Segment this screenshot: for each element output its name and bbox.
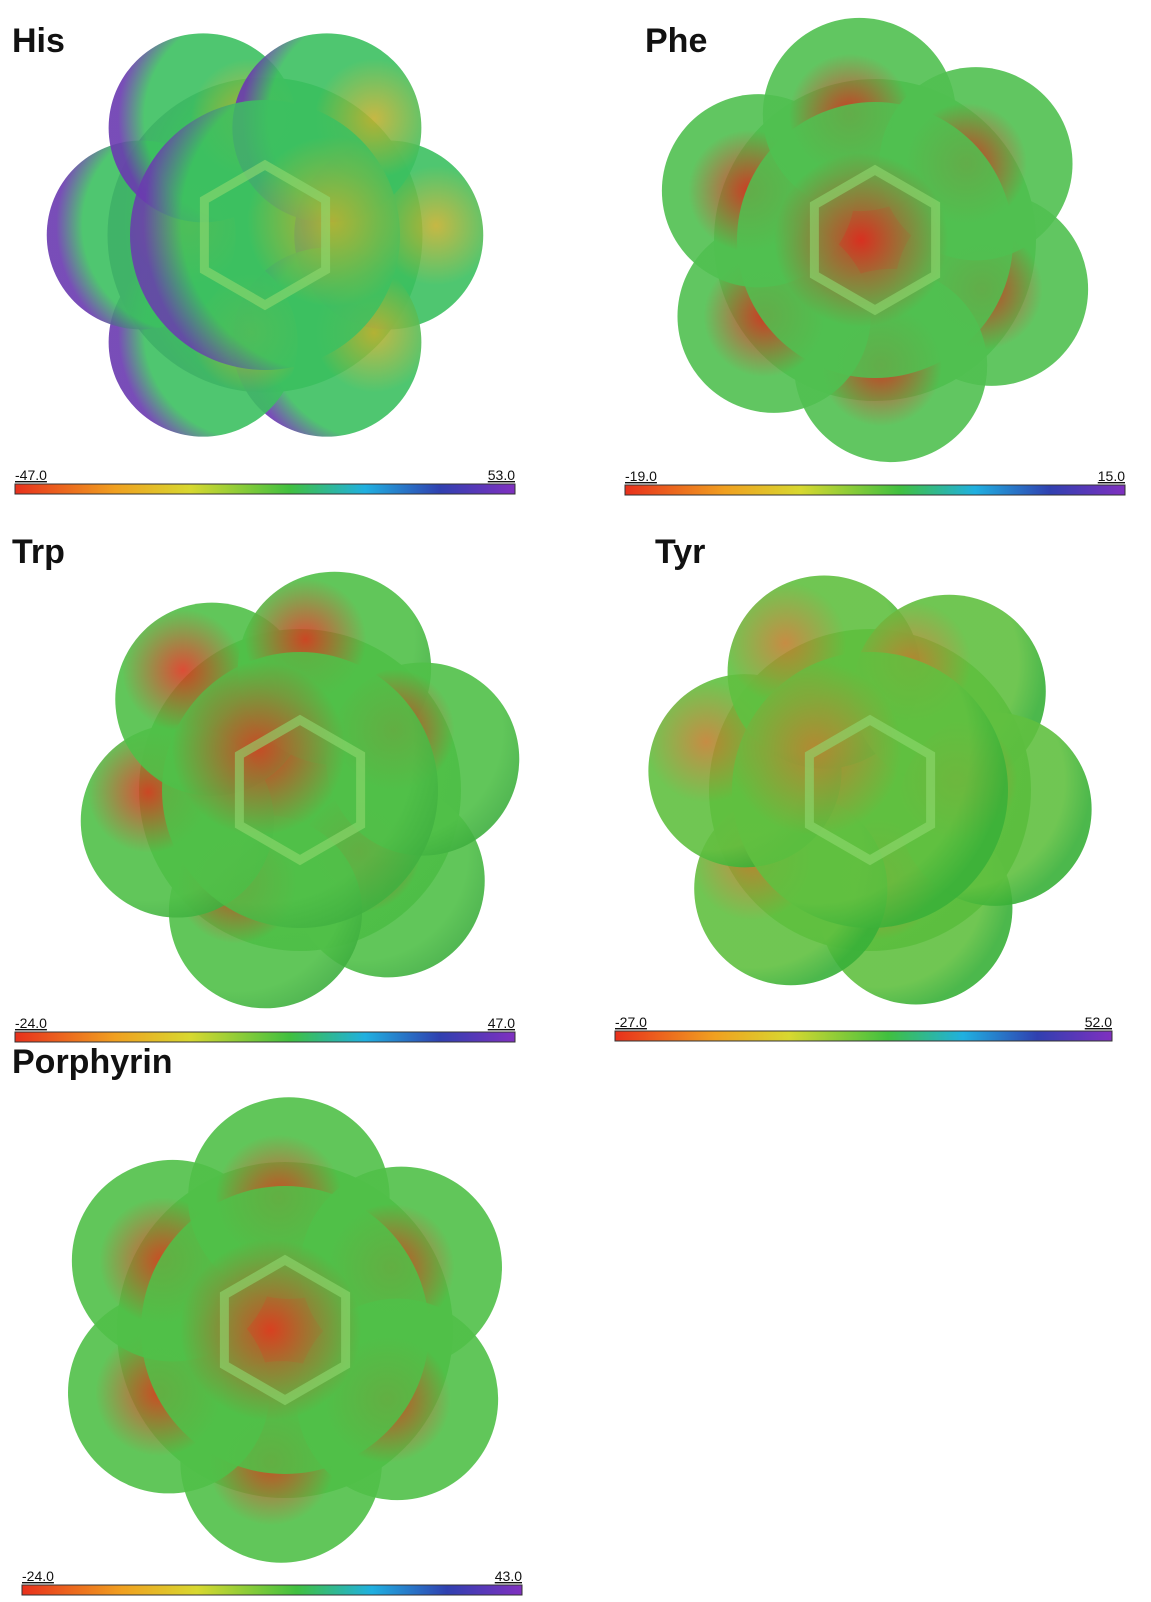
- panel-label: Trp: [12, 533, 65, 571]
- molecule-ring: [199, 159, 331, 311]
- panel: Porphyrin -24.0 43.0: [12, 1043, 523, 1596]
- color-bar-max: 15.0: [1098, 468, 1125, 484]
- color-bar: [14, 483, 516, 495]
- panel: Tyr -27.0 52.0: [614, 533, 1113, 1042]
- panel-label: His: [12, 22, 65, 60]
- panel: Trp -24.0 47.0: [12, 533, 520, 1043]
- panel-label: Porphyrin: [12, 1043, 173, 1081]
- potential-surface: [648, 575, 1092, 1005]
- color-bar: [21, 1584, 523, 1596]
- color-bar: [624, 484, 1126, 496]
- molecule-ring: [804, 714, 936, 866]
- panel: His -47.0 53.0: [12, 22, 516, 495]
- surface-core: [162, 652, 438, 928]
- molecule-ring: [809, 164, 941, 316]
- color-bar-min: -19.0: [625, 468, 657, 484]
- color-bar-min: -24.0: [15, 1015, 47, 1031]
- potential-surface: [68, 1097, 502, 1563]
- color-bar-min: -27.0: [615, 1014, 647, 1030]
- color-bar: [14, 1031, 516, 1043]
- surface-core: [732, 652, 1008, 928]
- panel-label: Tyr: [655, 533, 705, 571]
- surface-core: [130, 100, 400, 370]
- panel-label: Phe: [645, 22, 707, 60]
- surface-core: [737, 102, 1013, 378]
- potential-surface: [80, 571, 520, 1009]
- color-bar-max: 47.0: [488, 1015, 515, 1031]
- color-bar-min: -24.0: [22, 1568, 54, 1584]
- panel: Phe -19.0 15.0: [624, 17, 1126, 496]
- color-bar-min: -47.0: [15, 467, 47, 483]
- potential-surface: [46, 33, 484, 437]
- color-bar-max: 52.0: [1085, 1014, 1112, 1030]
- color-bar-max: 53.0: [488, 467, 515, 483]
- color-bar: [614, 1030, 1113, 1042]
- color-bar-max: 43.0: [495, 1568, 522, 1584]
- surface-core: [141, 1186, 429, 1474]
- molecule-ring: [219, 1254, 351, 1406]
- potential-surface: [661, 17, 1089, 463]
- molecule-ring: [234, 714, 366, 866]
